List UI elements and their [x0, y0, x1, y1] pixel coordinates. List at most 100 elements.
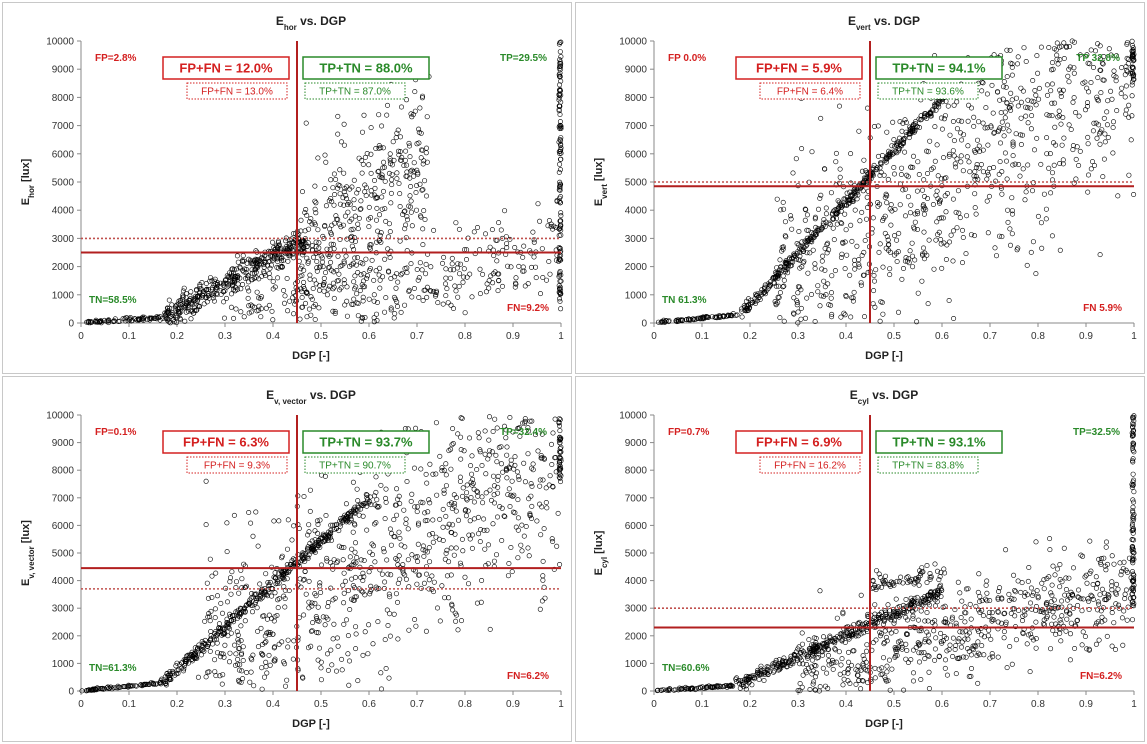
data-point [373, 194, 379, 200]
data-point [1070, 143, 1076, 149]
data-point [234, 253, 240, 259]
data-point [762, 282, 768, 288]
data-point [549, 536, 555, 542]
data-point [1054, 52, 1060, 58]
data-point [830, 639, 836, 645]
data-point [1026, 565, 1032, 571]
data-point [549, 462, 555, 468]
data-point [185, 304, 191, 310]
data-point [406, 140, 412, 146]
data-point [391, 611, 397, 617]
x-tick-label: 0.3 [218, 331, 232, 342]
data-point [505, 492, 511, 498]
data-point [420, 161, 426, 167]
data-point [446, 501, 452, 507]
data-point [256, 596, 262, 602]
data-point [557, 137, 563, 143]
data-point [146, 681, 152, 687]
data-point [411, 465, 417, 471]
data-point [251, 591, 257, 597]
data-point [765, 286, 771, 292]
data-point [339, 545, 345, 551]
data-point [810, 668, 816, 674]
data-point [557, 222, 563, 228]
data-point [468, 479, 474, 485]
data-point [433, 292, 439, 298]
data-point [396, 553, 402, 559]
data-point [463, 257, 469, 263]
data-point [968, 673, 974, 679]
data-point [262, 272, 268, 278]
data-point [409, 114, 415, 120]
data-point [525, 281, 531, 287]
data-point [1116, 605, 1122, 611]
data-point [910, 264, 916, 270]
data-point [1094, 135, 1100, 141]
data-point [461, 274, 467, 280]
data-point [1114, 108, 1120, 114]
data-point [354, 555, 360, 561]
data-point [120, 684, 126, 690]
data-point [1017, 173, 1023, 179]
data-point [126, 682, 132, 688]
data-point [1029, 113, 1035, 119]
data-point [897, 202, 903, 208]
data-point [387, 158, 393, 164]
data-point [418, 466, 424, 472]
data-point [423, 261, 429, 267]
data-point [838, 220, 844, 226]
data-point [350, 479, 356, 485]
data-point [921, 194, 927, 200]
data-point [371, 298, 377, 304]
data-point [355, 187, 361, 193]
data-point [321, 275, 327, 281]
data-point [323, 159, 329, 165]
data-point [521, 243, 527, 249]
data-point [733, 678, 739, 684]
data-point [239, 668, 245, 674]
data-point [448, 545, 454, 551]
data-point [315, 540, 321, 546]
data-point [385, 246, 391, 252]
data-point [343, 501, 349, 507]
data-point [1009, 97, 1015, 103]
data-point [332, 308, 338, 314]
data-point [770, 661, 776, 667]
data-point [407, 193, 413, 199]
data-point [206, 611, 212, 617]
data-point [1131, 192, 1137, 198]
data-point [477, 539, 483, 545]
data-point [1033, 645, 1039, 651]
data-point [237, 605, 243, 611]
data-point [557, 183, 563, 189]
data-point [451, 503, 457, 509]
data-point [1053, 621, 1059, 627]
data-point [343, 617, 349, 623]
data-point [958, 644, 964, 650]
data-point [541, 584, 547, 590]
data-point [177, 316, 183, 322]
data-point [282, 596, 288, 602]
data-point [1123, 83, 1129, 89]
data-point [331, 202, 337, 208]
data-point [894, 258, 900, 264]
data-point [877, 241, 883, 247]
data-point [225, 622, 231, 628]
data-point [318, 536, 324, 542]
data-point [557, 417, 563, 423]
data-point [1089, 159, 1095, 165]
data-point [228, 575, 234, 581]
data-point [758, 290, 764, 296]
data-point [250, 609, 256, 615]
data-point [926, 653, 932, 659]
data-point [984, 198, 990, 204]
data-point [557, 449, 563, 455]
data-point [413, 623, 419, 629]
data-point [807, 647, 813, 653]
data-point [811, 679, 817, 685]
data-point [802, 217, 808, 223]
data-point [369, 541, 375, 547]
data-point [999, 595, 1005, 601]
data-point [851, 289, 857, 295]
data-point [557, 284, 563, 290]
